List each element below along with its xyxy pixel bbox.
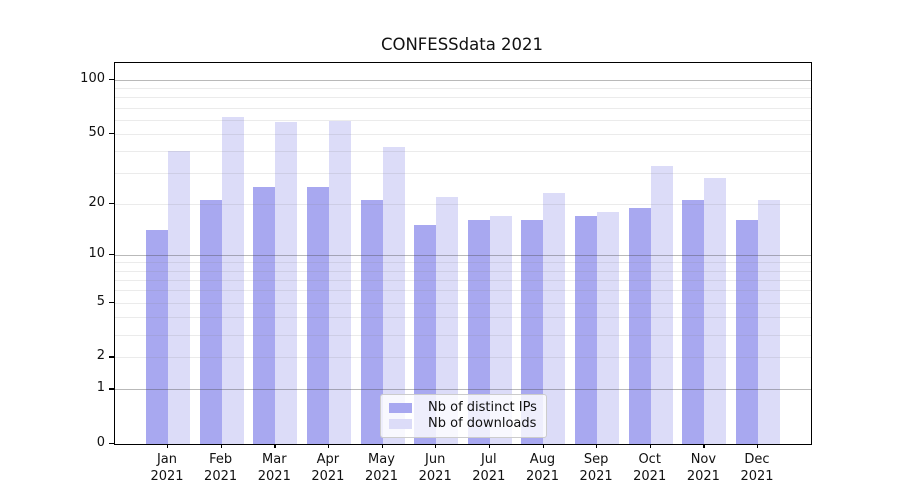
legend-item-distinct-ips: Nb of distinct IPs [389,400,538,416]
legend: Nb of distinct IPs Nb of downloads [380,394,547,438]
y-tick-mark [109,443,114,445]
y-tick-mark [109,132,114,134]
minor-gridline [115,279,811,281]
y-tick-label: 50 [88,124,105,140]
legend-swatch-distinct-ips [389,403,412,413]
bar-distinct-ips-sep [575,215,598,444]
legend-item-downloads: Nb of downloads [389,416,538,432]
y-tick-mark [109,78,114,81]
minor-gridline [115,173,811,174]
bar-distinct-ips-jun [414,225,437,444]
bar-downloads-may [382,147,405,444]
minor-gridline [115,133,811,135]
bar-downloads-jun [436,196,459,444]
bar-distinct-ips-feb [199,200,222,444]
x-tick-label: Jun 2021 [418,452,452,484]
bar-distinct-ips-oct [628,207,651,444]
bar-distinct-ips-aug [521,220,544,444]
legend-swatch-downloads [389,419,412,429]
major-gridline [115,79,811,81]
minor-gridline [115,262,811,264]
minor-gridline [115,107,811,109]
minor-gridline [115,302,811,304]
bar-distinct-ips-apr [306,186,329,444]
x-tick-mark [649,444,651,449]
bar-downloads-nov [704,178,727,444]
minor-gridline [115,334,811,336]
x-tick-label: Dec 2021 [740,452,774,484]
minor-gridline [115,290,811,292]
legend-label-distinct-ips: Nb of distinct IPs [428,400,537,415]
bar-distinct-ips-mar [253,186,276,444]
x-tick-label: Feb 2021 [204,452,238,484]
minor-gridline [115,88,811,90]
x-tick-label: May 2021 [364,452,399,484]
plot-area: Nb of distinct IPs Nb of downloads [114,62,812,445]
y-tick-label: 0 [96,435,105,450]
chart-title: CONFESSdata 2021 [380,35,544,54]
y-tick-mark [109,301,114,303]
minor-gridline [115,119,811,121]
x-tick-mark [274,444,276,449]
major-gridline [115,254,811,256]
x-tick-mark [220,444,222,449]
x-tick-label: Aug 2021 [525,452,560,484]
legend-label-downloads: Nb of downloads [428,416,537,431]
y-tick-mark [109,253,114,256]
minor-gridline [115,97,811,99]
bar-downloads-apr [328,120,351,444]
x-tick-mark [596,444,598,449]
x-tick-label: Oct 2021 [633,452,667,484]
minor-gridline [115,317,811,318]
bar-downloads-feb [221,117,244,444]
x-tick-mark [542,444,544,449]
bar-downloads-aug [543,193,566,444]
major-gridline [115,389,811,391]
x-tick-mark [435,444,437,449]
y-tick-label: 20 [88,194,105,210]
bar-downloads-sep [597,211,620,444]
bar-downloads-mar [275,122,298,444]
bar-distinct-ips-dec [736,220,758,444]
minor-gridline [115,203,811,205]
bar-distinct-ips-nov [682,200,705,444]
x-tick-mark [327,444,330,449]
y-tick-mark [109,202,114,205]
bar-downloads-oct [650,165,673,444]
x-tick-mark [381,444,383,449]
bar-downloads-dec [758,200,780,444]
y-tick-label: 100 [80,70,105,86]
x-tick-label: Apr 2021 [311,452,345,484]
x-tick-mark [757,444,759,449]
x-tick-mark [167,444,169,449]
y-tick-mark [109,388,114,390]
x-tick-label: Sep 2021 [579,452,613,484]
x-tick-mark [703,444,705,449]
y-tick-mark [109,356,114,358]
bar-distinct-ips-jan [146,230,168,444]
x-tick-label: Nov 2021 [686,452,720,484]
y-tick-label: 10 [88,245,105,261]
bar-downloads-jan [168,151,190,444]
x-tick-label: Jan 2021 [150,452,184,484]
minor-gridline [115,357,811,359]
bar-downloads-jul [489,215,512,444]
x-tick-label: Mar 2021 [257,452,291,484]
minor-gridline [115,151,811,152]
y-tick-label: 1 [96,380,105,396]
minor-gridline [115,270,811,272]
x-tick-mark [488,444,491,449]
bar-distinct-ips-jul [467,220,490,444]
y-tick-label: 2 [96,348,105,364]
x-tick-label: Jul 2021 [472,452,506,484]
bar-distinct-ips-may [360,200,383,444]
y-tick-label: 5 [96,293,105,309]
